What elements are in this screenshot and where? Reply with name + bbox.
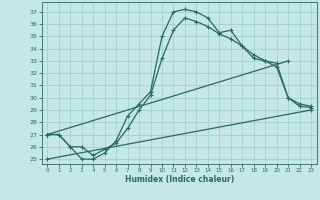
X-axis label: Humidex (Indice chaleur): Humidex (Indice chaleur) (124, 175, 234, 184)
